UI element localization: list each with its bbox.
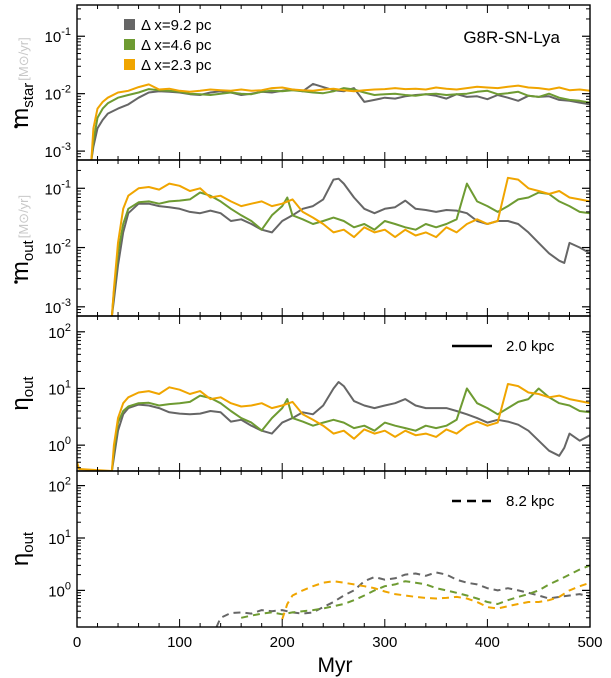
panel-2-annotation-label: 2.0 kpc xyxy=(506,338,555,355)
panel-3-series-0-line xyxy=(215,571,590,627)
panel-3-ytick-label-0: 100 xyxy=(48,580,71,600)
panel-2-series-1-line xyxy=(110,387,590,471)
panel-0-ytick-label-1: 10-2 xyxy=(45,84,71,104)
panel-2-series-2-line xyxy=(77,383,590,471)
panel-3-series-2-line xyxy=(281,580,590,620)
panel-2-ylabel: ηout xyxy=(7,376,37,411)
panel-2: 100 101 102 ηout 2.0 kpc xyxy=(7,315,591,472)
panel-1-ylabel: mout[M⊙/yr] xyxy=(7,195,37,281)
x-axis-label: Myr xyxy=(318,654,353,677)
panel-3-series-1-line xyxy=(240,564,590,619)
chart-title: G8R-SN-Lya xyxy=(463,28,560,47)
panel-3-ylabel: ηout xyxy=(7,531,37,566)
legend-swatch-1 xyxy=(124,39,135,50)
x-tick-label-2: 200 xyxy=(270,634,295,651)
panel-1-series xyxy=(110,176,590,316)
panel-1-ytick-label-0: 10-3 xyxy=(45,297,71,317)
panel-2-ytick-label-0: 100 xyxy=(48,435,71,455)
legend-swatch-0 xyxy=(124,19,135,30)
panel-1-ytick-label-1: 10-2 xyxy=(45,238,71,258)
legend-label-0: Δ x=9.2 pc xyxy=(141,17,212,34)
panel-0-ytick-label-0: 10-3 xyxy=(45,141,71,161)
panel-1-ylabel-dot xyxy=(14,280,18,284)
panel-1-ytick-label-2: 10-1 xyxy=(45,178,71,198)
panel-3-frame xyxy=(76,470,591,628)
legend-label-2: Δ x=2.3 pc xyxy=(141,57,212,74)
panel-0-series-1-line xyxy=(90,87,590,160)
panel-2-ytick-label-1: 101 xyxy=(48,378,71,398)
panel-1-series-2-line xyxy=(110,176,590,316)
panel-0-series-2-line xyxy=(90,83,590,160)
panel-1: 10-3 10-2 10-1 mout[M⊙/yr] xyxy=(7,159,591,317)
panel-0-series-0-line xyxy=(90,82,590,160)
x-tick-label-1: 100 xyxy=(167,634,192,651)
panel-2-ytick-label-2: 102 xyxy=(48,322,71,342)
legend: Δ x=9.2 pc Δ x=4.6 pc Δ x=2.3 pc xyxy=(124,17,212,74)
panel-1-series-1-line xyxy=(110,182,590,316)
x-tick-label-4: 400 xyxy=(475,634,500,651)
x-tick-label-3: 300 xyxy=(372,634,397,651)
panel-2-series xyxy=(77,381,590,471)
x-tick-label-5: 500 xyxy=(577,634,602,651)
panel-3-ytick-label-2: 102 xyxy=(48,476,71,496)
panel-3-ytick-label-1: 101 xyxy=(48,528,71,548)
x-tick-label-0: 0 xyxy=(73,634,81,651)
panel-0-ytick-label-2: 10-1 xyxy=(45,26,71,46)
legend-label-1: Δ x=4.6 pc xyxy=(141,37,212,54)
panel-1-series-0-line xyxy=(110,177,590,316)
legend-swatch-2 xyxy=(124,59,135,70)
panel-0-ylabel-dot xyxy=(14,124,18,129)
panel-0-series xyxy=(90,82,590,160)
panel-3-series xyxy=(215,564,590,627)
panel-0-ylabel: mstar[M⊙/yr] xyxy=(7,37,37,127)
panel-3-annotation-label: 8.2 kpc xyxy=(506,493,555,510)
panel-3: 100 101 102 ηout 8.2 kpc xyxy=(7,470,591,628)
panels-layer: 10-3 10-2 10-1 mstar[M⊙/yr] 10-3 10-2 10-1 mout… xyxy=(7,4,603,651)
panel-1-frame xyxy=(76,159,591,317)
panel-2-series-0-line xyxy=(110,381,590,471)
